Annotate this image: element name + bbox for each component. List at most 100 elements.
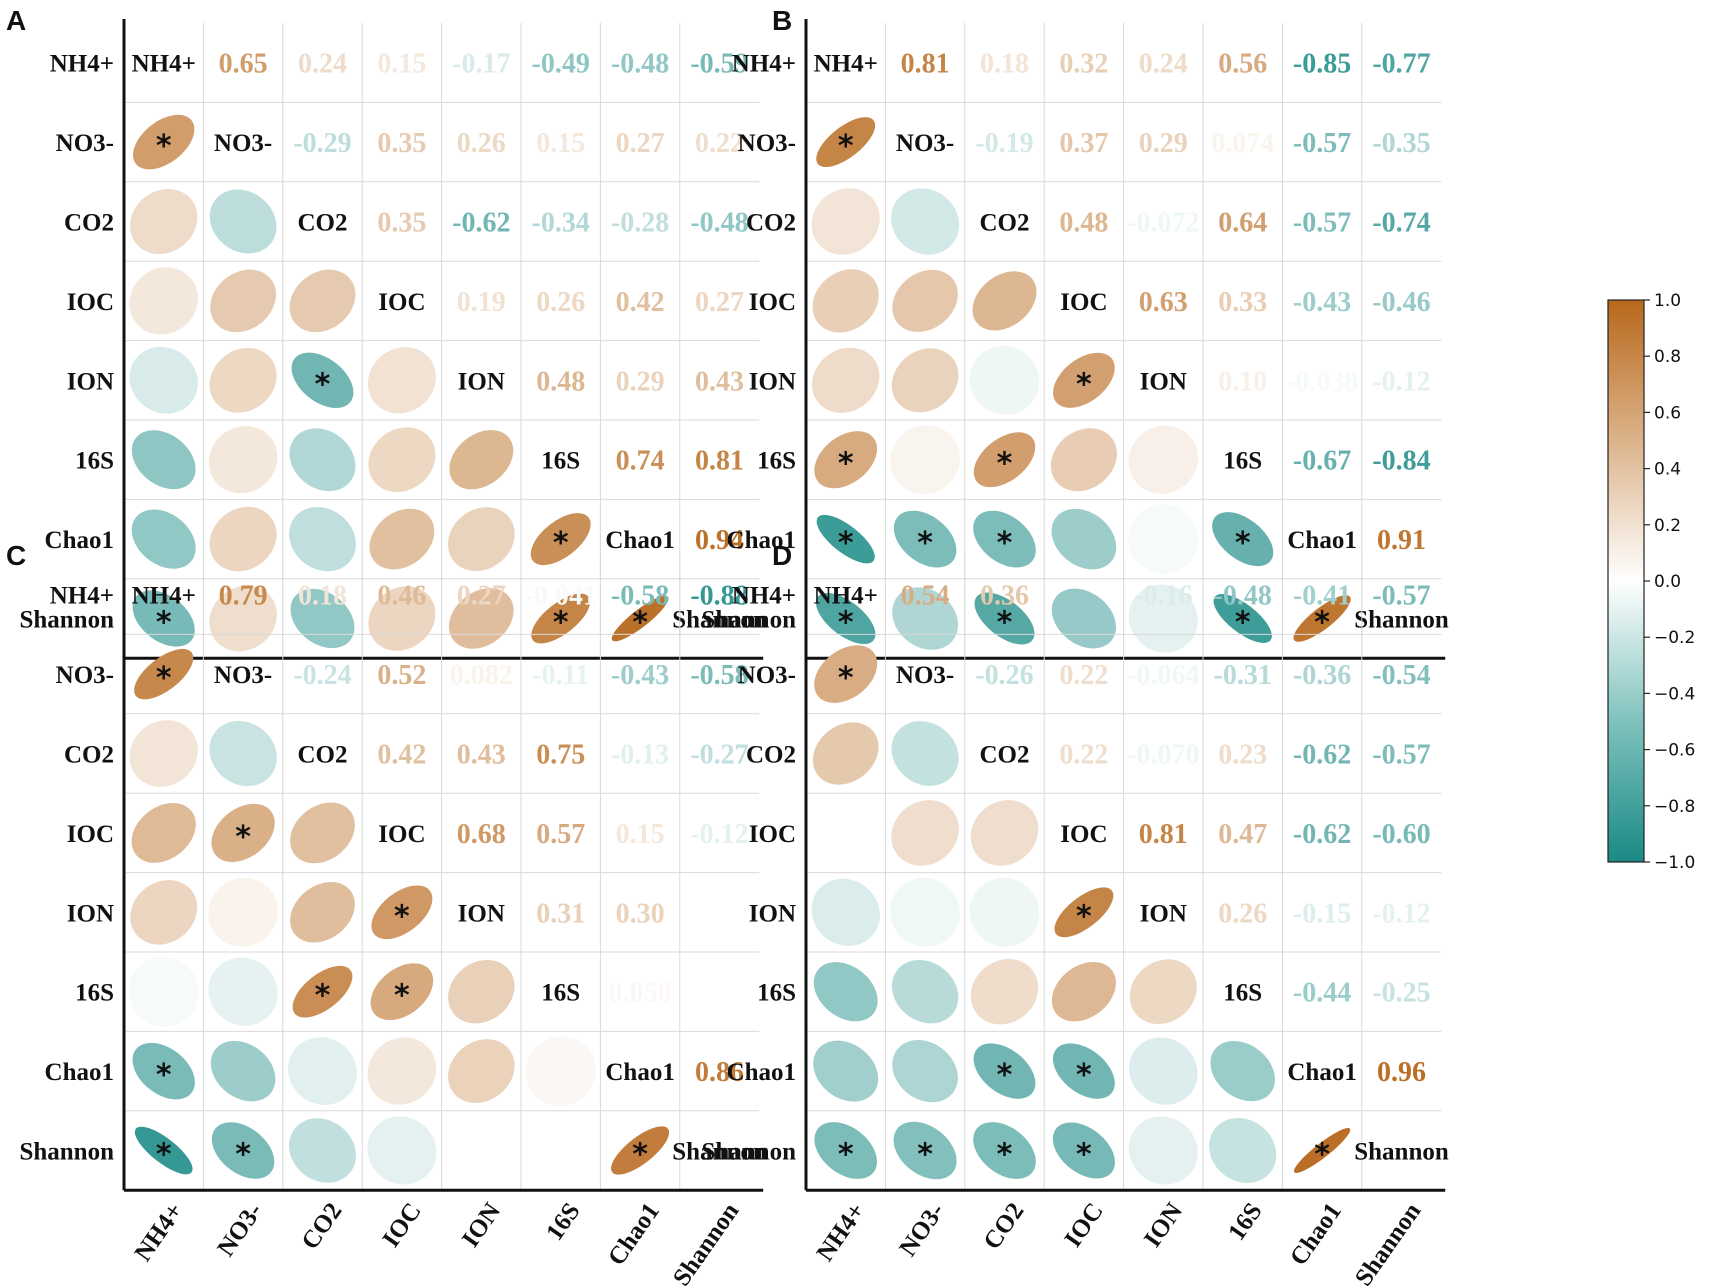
diagonal-label: NH4+ [132, 51, 196, 78]
coef-label: -0.070 [1127, 740, 1199, 771]
diagonal-label: Shannon [672, 607, 767, 634]
coef-label: 0.050 [609, 978, 672, 1009]
correlation-ellipse [1212, 512, 1274, 567]
coef-label: -0.26 [975, 660, 1033, 691]
diagonal-label: CO2 [298, 742, 348, 769]
diagonal-label: NO3- [896, 130, 954, 157]
coef-label: -0.60 [1372, 819, 1430, 850]
diagonal-label: IOC [378, 289, 425, 316]
coef-label: 0.86 [695, 1057, 744, 1088]
correlation-ellipse [289, 428, 356, 492]
correlation-ellipse [209, 189, 277, 254]
coef-label: 0.75 [536, 740, 585, 771]
coef-label: 0.29 [1139, 128, 1188, 159]
correlation-ellipse [891, 348, 959, 413]
correlation-ellipse [1293, 1128, 1351, 1173]
coef-label: -0.44 [1293, 978, 1351, 1009]
colorbar-tick-label: 0.2 [1654, 516, 1681, 536]
coef-label: -0.57 [1372, 581, 1430, 612]
coef-label: -0.62 [1293, 740, 1351, 771]
row-label: Chao1 [45, 527, 114, 554]
x-tick-label: IOC [378, 1198, 427, 1252]
correlation-ellipse [973, 1043, 1036, 1099]
correlation-ellipse [1293, 595, 1351, 642]
colorbar-tick-label: −0.6 [1654, 741, 1695, 761]
correlation-ellipse [812, 722, 879, 785]
correlation-ellipse [1209, 1118, 1277, 1183]
correlation-ellipse [1213, 594, 1272, 643]
significance-star: * [1314, 1138, 1330, 1173]
row-label: CO2 [746, 742, 796, 769]
coef-label: 0.94 [695, 525, 744, 556]
coef-label: -0.25 [1372, 978, 1430, 1009]
correlation-ellipse [1052, 1122, 1115, 1179]
significance-star: * [838, 447, 854, 482]
grid [124, 555, 760, 1191]
x-tick-label: CO2 [979, 1198, 1030, 1254]
significance-star: * [1235, 606, 1251, 641]
diagonal-label: Chao1 [1287, 1059, 1356, 1086]
coef-label: -0.67 [1293, 446, 1351, 477]
correlation-ellipse [816, 514, 875, 564]
coef-label: 0.54 [901, 581, 950, 612]
diagonal-label: CO2 [980, 210, 1030, 237]
correlation-ellipse [132, 1042, 195, 1100]
colorbar-tick-label: 0.8 [1654, 347, 1681, 367]
correlation-ellipse [292, 965, 353, 1018]
correlation-ellipse [129, 267, 199, 335]
correlation-ellipse [289, 269, 356, 333]
correlation-ellipse [813, 962, 878, 1022]
correlation-ellipse [1128, 504, 1199, 575]
significance-star: * [632, 606, 648, 641]
x-tick-label: NO3- [894, 1198, 950, 1261]
correlation-ellipse [973, 1122, 1036, 1179]
significance-star: * [394, 899, 410, 934]
correlation-ellipse [1051, 508, 1117, 570]
coef-label: -0.77 [1372, 49, 1430, 80]
coef-label: 0.74 [616, 446, 665, 477]
coef-label: 0.46 [377, 581, 426, 612]
row-label: NO3- [56, 130, 114, 157]
x-tick-label: Shannon [1350, 1198, 1426, 1286]
coef-label: 0.23 [1218, 740, 1267, 771]
correlation-ellipse [970, 958, 1039, 1025]
coef-label: 0.24 [1139, 49, 1188, 80]
correlation-ellipse [448, 1039, 515, 1103]
coef-label: 0.26 [1218, 898, 1267, 929]
coef-label: -0.041 [525, 581, 597, 612]
diagonal-label: ION [1140, 900, 1187, 927]
coef-label: 0.81 [901, 49, 950, 80]
panel-B: B NH4+ NH4+ 0.81 0.18 0.32 0.24 0.56 -0.85 -0.77 N… [701, 5, 1449, 660]
diagonal-label: 16S [1223, 980, 1262, 1007]
coef-label: 0.15 [536, 128, 585, 159]
coef-label: 0.26 [457, 128, 506, 159]
coef-label: -0.48 [1214, 581, 1272, 612]
correlation-ellipse [1051, 588, 1117, 649]
correlation-ellipse [371, 885, 433, 940]
correlation-ellipse [969, 345, 1040, 415]
correlation-ellipse [530, 513, 591, 566]
significance-star: * [235, 1138, 251, 1173]
diagonal-label: NH4+ [814, 583, 878, 610]
diagonal-label: Chao1 [605, 1059, 674, 1086]
diagonal-label: IOC [1060, 289, 1107, 316]
correlation-ellipse [367, 1116, 437, 1185]
correlation-ellipse [208, 957, 278, 1026]
correlation-ellipse [611, 595, 669, 642]
correlation-ellipse [611, 1126, 670, 1175]
significance-star: * [553, 606, 569, 641]
x-tick-label: IOC [1060, 1198, 1109, 1252]
x-tick-label: Chao1 [1285, 1198, 1347, 1270]
significance-star: * [917, 526, 933, 561]
diagonal-label: NH4+ [132, 583, 196, 610]
coef-label: 0.91 [1377, 525, 1426, 556]
correlation-ellipse [814, 645, 878, 703]
coef-label: -0.43 [1293, 287, 1351, 318]
significance-star: * [1076, 1138, 1092, 1173]
significance-star: * [632, 1138, 648, 1173]
panel-label: D [772, 540, 792, 571]
coef-label: -0.038 [1286, 366, 1358, 397]
row-label: Shannon [701, 607, 796, 634]
coef-label: -0.88 [690, 581, 748, 612]
correlation-ellipse [972, 271, 1037, 331]
